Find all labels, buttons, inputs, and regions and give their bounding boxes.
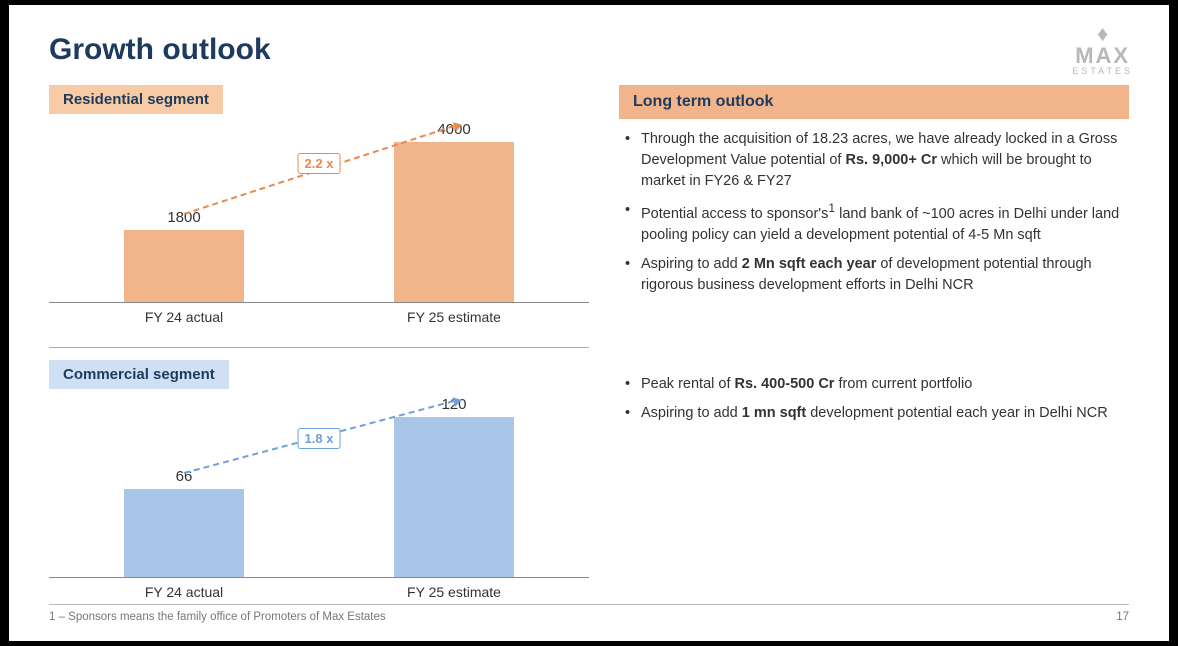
page-title: Growth outlook (49, 33, 1129, 67)
x-axis-label: FY 25 estimate (374, 584, 534, 600)
commercial-label: Commercial segment (49, 360, 229, 389)
long-term-list: Through the acquisition of 18.23 acres, … (619, 129, 1129, 296)
charts-column: Residential segment 2.2 x 1800 4000 FY 24… (49, 85, 589, 600)
residential-label: Residential segment (49, 85, 223, 114)
list-item: Aspiring to add 1 mn sqft development po… (623, 403, 1129, 424)
commercial-bars: 66 120 (49, 393, 589, 577)
list-item: Through the acquisition of 18.23 acres, … (623, 129, 1129, 192)
bar-group: 66 (104, 468, 264, 577)
outlook-column: Long term outlook Through the acquisitio… (619, 85, 1129, 600)
slide: Growth outlook ♦ MAX ESTATES Residential… (9, 5, 1169, 641)
bar (394, 142, 514, 302)
bar (124, 489, 244, 577)
flame-icon: ♦ (1072, 23, 1133, 45)
bar-value: 1800 (167, 209, 200, 226)
footnote-row: 1 – Sponsors means the family office of … (49, 604, 1129, 623)
residential-chart: 2.2 x 1800 4000 (49, 118, 589, 303)
bar-group: 120 (374, 396, 534, 577)
x-axis-label: FY 24 actual (104, 309, 264, 325)
commercial-xlabels: FY 24 actual FY 25 estimate (49, 584, 589, 600)
bar (394, 417, 514, 577)
list-item: Potential access to sponsor's1 land bank… (623, 200, 1129, 246)
bar-group: 4000 (374, 121, 534, 302)
commercial-chart: 1.8 x 66 120 (49, 393, 589, 578)
commercial-multiplier: 1.8 x (298, 428, 341, 449)
commercial-segment: Commercial segment 1.8 x 66 120 FY 24 act… (49, 360, 589, 600)
content-row: Residential segment 2.2 x 1800 4000 FY 24… (49, 85, 1129, 600)
residential-multiplier: 2.2 x (298, 153, 341, 174)
brand-logo: ♦ MAX ESTATES (1072, 23, 1133, 76)
residential-bars: 1800 4000 (49, 118, 589, 302)
segment-divider (49, 347, 589, 348)
residential-segment: Residential segment 2.2 x 1800 4000 FY 24… (49, 85, 589, 325)
bar (124, 230, 244, 302)
x-axis-label: FY 25 estimate (374, 309, 534, 325)
bar-group: 1800 (104, 209, 264, 302)
commercial-outlook-list: Peak rental of Rs. 400-500 Cr from curre… (619, 374, 1129, 424)
x-axis-label: FY 24 actual (104, 584, 264, 600)
long-term-header: Long term outlook (619, 85, 1129, 119)
list-item: Peak rental of Rs. 400-500 Cr from curre… (623, 374, 1129, 395)
list-item: Aspiring to add 2 Mn sqft each year of d… (623, 254, 1129, 296)
page-number: 17 (1116, 611, 1129, 623)
residential-xlabels: FY 24 actual FY 25 estimate (49, 309, 589, 325)
footnote-text: 1 – Sponsors means the family office of … (49, 611, 386, 623)
